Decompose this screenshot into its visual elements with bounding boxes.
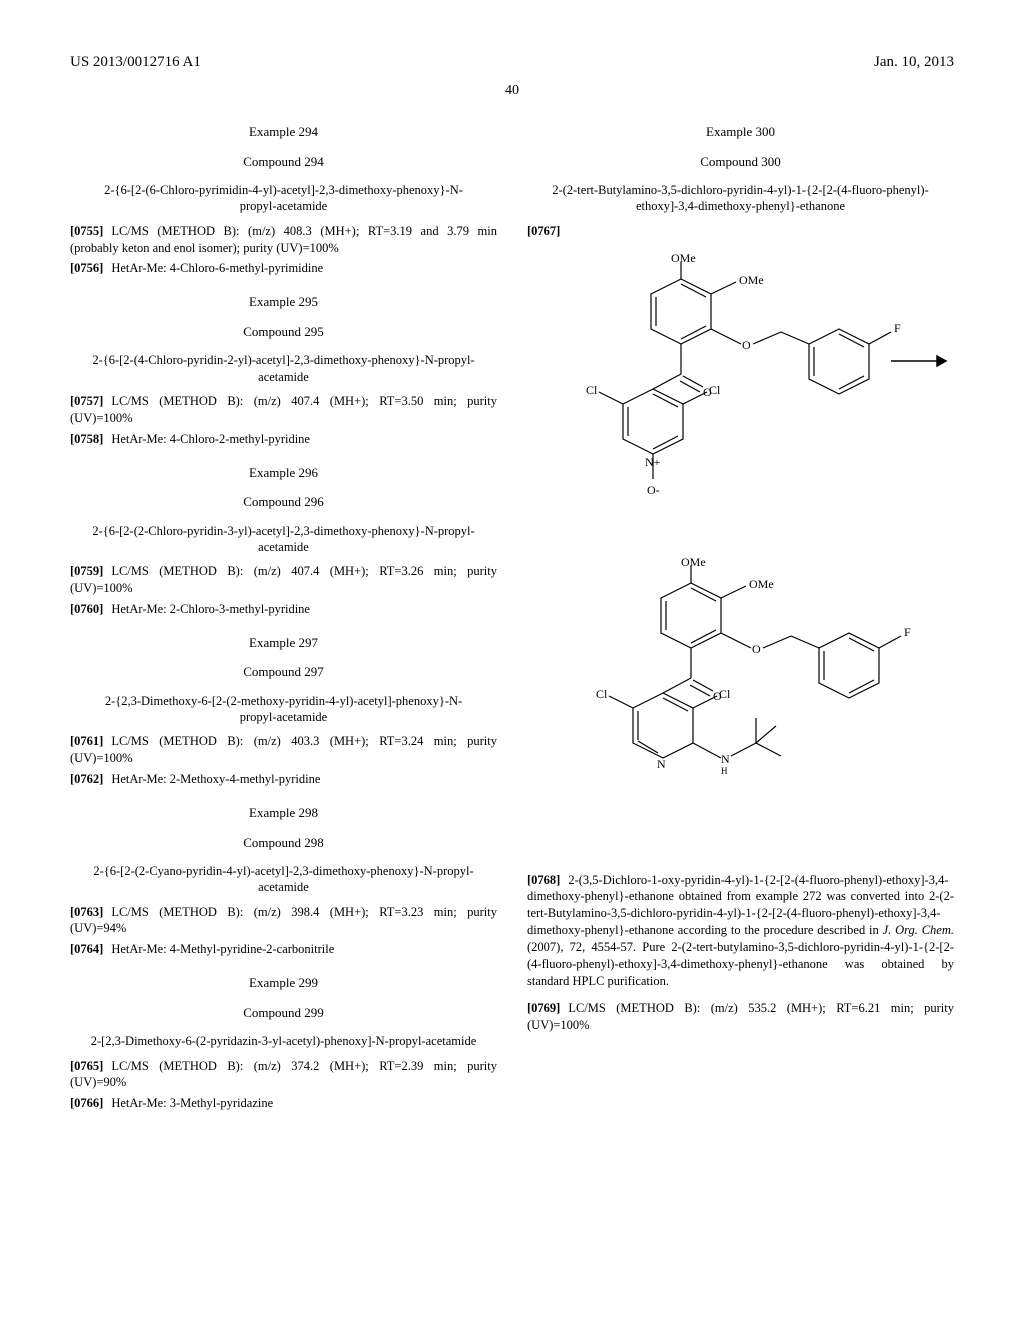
structure-paragraph: [0767] xyxy=(527,223,954,240)
lcms-text: LC/MS (METHOD B): (m/z) 403.3 (MH+); RT=… xyxy=(70,734,497,765)
nplus-label: N+ xyxy=(645,455,661,469)
hetar-paragraph: [0760] HetAr-Me: 2-Chloro-3-methyl-pyridi… xyxy=(70,601,497,618)
hetar-text: HetAr-Me: 4-Chloro-6-methyl-pyrimidine xyxy=(111,261,323,275)
lcms-paragraph: [0769]LC/MS (METHOD B): (m/z) 535.2 (MH+… xyxy=(527,1000,954,1034)
iupac-name: 2-[2,3-Dimethoxy-6-(2-pyridazin-3-yl-ace… xyxy=(88,1033,479,1049)
example-title: Example 296 xyxy=(70,464,497,482)
paragraph-number: [0757] xyxy=(70,394,103,408)
ome-label: OMe xyxy=(749,577,774,591)
hetar-text: HetAr-Me: 3-Methyl-pyridazine xyxy=(111,1096,273,1110)
o-label: O xyxy=(742,338,751,352)
iupac-name: 2-{6-[2-(6-Chloro-pyrimidin-4-yl)-acetyl… xyxy=(88,182,479,215)
ominus-label: O- xyxy=(647,483,660,497)
hetar-paragraph: [0762] HetAr-Me: 2-Methoxy-4-methyl-pyrid… xyxy=(70,771,497,788)
iupac-name: 2-{6-[2-(2-Chloro-pyridin-3-yl)-acetyl]-… xyxy=(88,523,479,556)
lcms-paragraph: [0759]LC/MS (METHOD B): (m/z) 407.4 (MH+… xyxy=(70,563,497,597)
ome-label: OMe xyxy=(681,558,706,569)
hetar-paragraph: [0766] HetAr-Me: 3-Methyl-pyridazine xyxy=(70,1095,497,1112)
cl-label: Cl xyxy=(586,383,598,397)
o-label: O xyxy=(752,642,761,656)
lcms-text: LC/MS (METHOD B): (m/z) 407.4 (MH+); RT=… xyxy=(70,564,497,595)
paragraph-number: [0760] xyxy=(70,602,103,616)
f-label: F xyxy=(894,321,901,335)
compound-title: Compound 298 xyxy=(70,834,497,852)
paragraph-number: [0758] xyxy=(70,432,103,446)
lcms-text: LC/MS (METHOD B): (m/z) 374.2 (MH+); RT=… xyxy=(70,1059,497,1090)
paragraph-number: [0755] xyxy=(70,224,103,238)
chemical-structure-1: OMe OMe O O F Cl Cl N+ O- xyxy=(531,254,951,544)
iupac-name: 2-{2,3-Dimethoxy-6-[2-(2-methoxy-pyridin… xyxy=(88,693,479,726)
iupac-name: 2-(2-tert-Butylamino-3,5-dichloro-pyridi… xyxy=(545,182,936,215)
body-text-b: (2007), 72, 4554-57. Pure 2-(2-tert-buty… xyxy=(527,940,954,988)
hetar-text: HetAr-Me: 2-Chloro-3-methyl-pyridine xyxy=(111,602,310,616)
paragraph-number: [0763] xyxy=(70,905,103,919)
iupac-name: 2-{6-[2-(2-Cyano-pyridin-4-yl)-acetyl]-2… xyxy=(88,863,479,896)
lcms-paragraph: [0761]LC/MS (METHOD B): (m/z) 403.3 (MH+… xyxy=(70,733,497,767)
paragraph-number: [0761] xyxy=(70,734,103,748)
f-label: F xyxy=(904,625,911,639)
paragraph-number: [0759] xyxy=(70,564,103,578)
citation: J. Org. Chem. xyxy=(883,923,954,937)
ome-label: OMe xyxy=(739,273,764,287)
hetar-text: HetAr-Me: 4-Chloro-2-methyl-pyridine xyxy=(111,432,310,446)
compound-title: Compound 295 xyxy=(70,323,497,341)
example-title: Example 294 xyxy=(70,123,497,141)
page-header: US 2013/0012716 A1 Jan. 10, 2013 xyxy=(70,52,954,72)
paragraph-number: [0769] xyxy=(527,1001,560,1015)
compound-title: Compound 294 xyxy=(70,153,497,171)
cl-label: Cl xyxy=(709,383,721,397)
compound-title: Compound 300 xyxy=(527,153,954,171)
example-title: Example 298 xyxy=(70,804,497,822)
lcms-paragraph: [0763]LC/MS (METHOD B): (m/z) 398.4 (MH+… xyxy=(70,904,497,938)
paragraph-number: [0767] xyxy=(527,224,560,238)
two-column-layout: Example 294 Compound 294 2-{6-[2-(6-Chlo… xyxy=(70,123,954,1112)
paragraph-number: [0764] xyxy=(70,942,103,956)
lcms-paragraph: [0765]LC/MS (METHOD B): (m/z) 374.2 (MH+… xyxy=(70,1058,497,1092)
lcms-text: LC/MS (METHOD B): (m/z) 407.4 (MH+); RT=… xyxy=(70,394,497,425)
paragraph-number: [0768] xyxy=(527,873,560,887)
page-number: 40 xyxy=(70,82,954,101)
cl-label: Cl xyxy=(719,687,731,701)
compound-title: Compound 299 xyxy=(70,1004,497,1022)
example-title: Example 300 xyxy=(527,123,954,141)
compound-title: Compound 297 xyxy=(70,663,497,681)
publication-date: Jan. 10, 2013 xyxy=(874,52,954,72)
example-title: Example 297 xyxy=(70,634,497,652)
ome-label: OMe xyxy=(671,254,696,265)
hetar-text: HetAr-Me: 2-Methoxy-4-methyl-pyridine xyxy=(111,772,320,786)
paragraph-number: [0762] xyxy=(70,772,103,786)
hetar-paragraph: [0758] HetAr-Me: 4-Chloro-2-methyl-pyridi… xyxy=(70,431,497,448)
lcms-text: LC/MS (METHOD B): (m/z) 398.4 (MH+); RT=… xyxy=(70,905,497,936)
body-paragraph: [0768]2-(3,5-Dichloro-1-oxy-pyridin-4-yl… xyxy=(527,872,954,990)
hetar-paragraph: [0764] HetAr-Me: 4-Methyl-pyridine-2-carb… xyxy=(70,941,497,958)
lcms-text: LC/MS (METHOD B): (m/z) 408.3 (MH+); RT=… xyxy=(70,224,497,255)
paragraph-number: [0765] xyxy=(70,1059,103,1073)
right-column: Example 300 Compound 300 2-(2-tert-Butyl… xyxy=(527,123,954,1112)
hetar-text: HetAr-Me: 4-Methyl-pyridine-2-carbonitri… xyxy=(111,942,334,956)
compound-title: Compound 296 xyxy=(70,493,497,511)
cl-label: Cl xyxy=(596,687,608,701)
h-sub-label: H xyxy=(721,766,728,776)
lcms-text: LC/MS (METHOD B): (m/z) 535.2 (MH+); RT=… xyxy=(527,1001,954,1032)
nh-label: N xyxy=(721,752,730,766)
patent-number: US 2013/0012716 A1 xyxy=(70,52,201,72)
hetar-paragraph: [0756] HetAr-Me: 4-Chloro-6-methyl-pyrimi… xyxy=(70,260,497,277)
example-title: Example 299 xyxy=(70,974,497,992)
lcms-paragraph: [0755]LC/MS (METHOD B): (m/z) 408.3 (MH+… xyxy=(70,223,497,257)
lcms-paragraph: [0757]LC/MS (METHOD B): (m/z) 407.4 (MH+… xyxy=(70,393,497,427)
iupac-name: 2-{6-[2-(4-Chloro-pyridin-2-yl)-acetyl]-… xyxy=(88,352,479,385)
paragraph-number: [0766] xyxy=(70,1096,103,1110)
left-column: Example 294 Compound 294 2-{6-[2-(6-Chlo… xyxy=(70,123,497,1112)
paragraph-number: [0756] xyxy=(70,261,103,275)
example-title: Example 295 xyxy=(70,293,497,311)
n-label: N xyxy=(657,757,666,771)
chemical-structure-2: OMe OMe O O F Cl Cl N N H xyxy=(531,558,951,858)
